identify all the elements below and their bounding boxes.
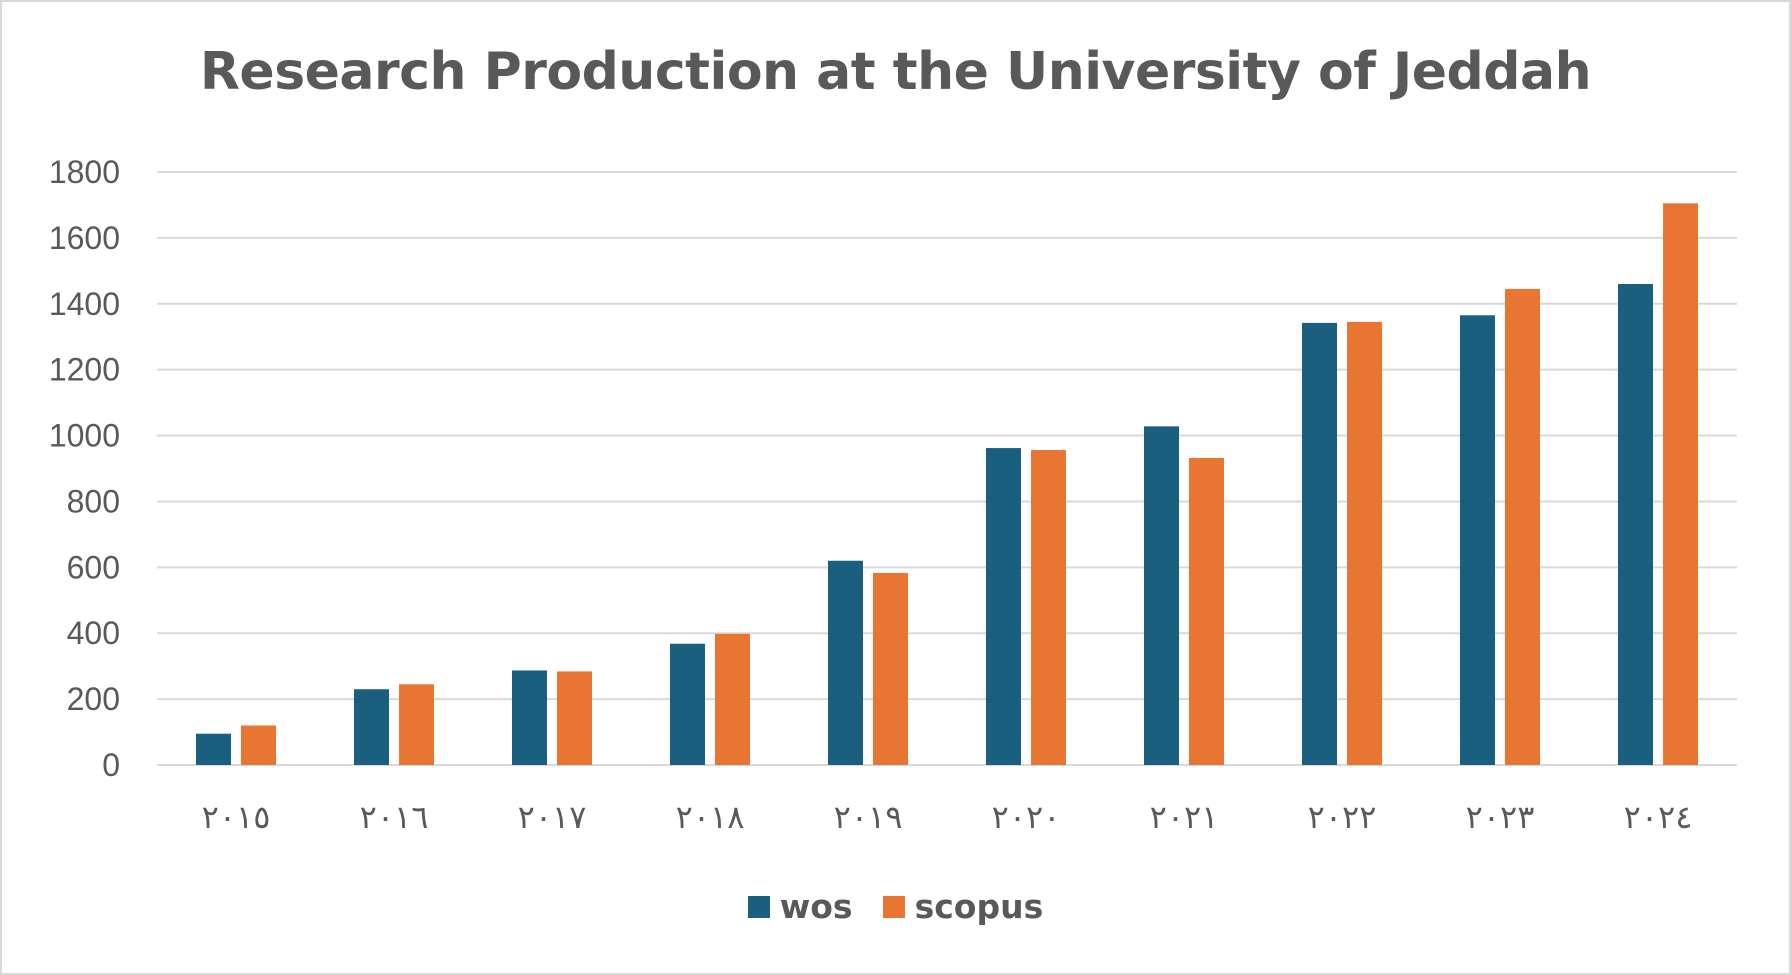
legend-label-wos: wos (779, 887, 853, 926)
y-tick-label: 1400 (49, 286, 120, 322)
bar-wos-2[interactable] (512, 670, 547, 765)
x-tick-label: ٢٠٢٠ (992, 798, 1061, 836)
y-axis-ticks: 0 200 400 600 800 1000 1200 1400 1600 1800 (49, 154, 120, 783)
bar-wos-7[interactable] (1302, 322, 1337, 765)
bar-scopus-5[interactable] (1031, 450, 1066, 765)
x-tick-label: ٢٠١٥ (202, 798, 271, 836)
legend-label-scopus: scopus (914, 887, 1044, 926)
bar-wos-8[interactable] (1460, 315, 1495, 765)
x-tick-label: ٢٠١٧ (518, 798, 587, 836)
y-tick-label: 1000 (49, 418, 120, 454)
chart-title: Research Production at the University of… (199, 42, 1592, 102)
x-tick-label: ٢٠١٦ (360, 798, 429, 836)
bar-scopus-4[interactable] (873, 572, 908, 765)
y-tick-label: 800 (67, 483, 120, 519)
x-tick-label: ٢٠٢٣ (1466, 798, 1535, 836)
y-tick-label: 1600 (49, 220, 120, 256)
x-tick-label: ٢٠١٨ (676, 798, 745, 836)
bar-scopus-9[interactable] (1663, 203, 1698, 765)
x-tick-label: ٢٠٢٢ (1308, 798, 1377, 836)
x-tick-label: ٢٠١٩ (834, 798, 903, 836)
legend-swatch-scopus (882, 895, 905, 918)
y-tick-label: 1800 (49, 154, 120, 190)
bar-scopus-7[interactable] (1347, 321, 1382, 765)
legend-item-scopus[interactable]: scopus (882, 887, 1044, 926)
x-tick-label: ٢٠٢٤ (1624, 798, 1693, 836)
bar-wos-5[interactable] (986, 448, 1021, 765)
gridlines (157, 171, 1737, 766)
y-tick-label: 0 (102, 747, 120, 783)
y-tick-label: 400 (67, 615, 120, 651)
bar-scopus-2[interactable] (557, 671, 592, 765)
y-tick-label: 200 (67, 681, 120, 717)
legend-swatch-wos (747, 895, 770, 918)
bar-wos-0[interactable] (196, 733, 231, 765)
legend: wos scopus (2, 887, 1789, 926)
bar-wos-4[interactable] (828, 560, 863, 765)
y-tick-label: 1200 (49, 352, 120, 388)
legend-item-wos[interactable]: wos (747, 887, 853, 926)
bar-wos-9[interactable] (1618, 284, 1653, 765)
x-axis-ticks: ٢٠١٥ ٢٠١٦ ٢٠١٧ ٢٠١٨ ٢٠١٩ ٢٠٢٠ ٢٠٢١ ٢٠٢٢ ٢٠٢٣ ٢٠٢٤ (202, 798, 1693, 836)
bar-scopus-8[interactable] (1505, 288, 1540, 765)
bar-scopus-6[interactable] (1189, 457, 1224, 765)
bar-scopus-3[interactable] (715, 633, 750, 765)
bar-wos-1[interactable] (354, 689, 389, 765)
bar-wos-3[interactable] (670, 643, 705, 765)
bar-wos-6[interactable] (1144, 426, 1179, 765)
y-tick-label: 600 (67, 549, 120, 585)
x-tick-label: ٢٠٢١ (1150, 798, 1219, 836)
bar-scopus-0[interactable] (241, 725, 276, 765)
bar-scopus-1[interactable] (399, 684, 434, 765)
bars (196, 203, 1698, 765)
